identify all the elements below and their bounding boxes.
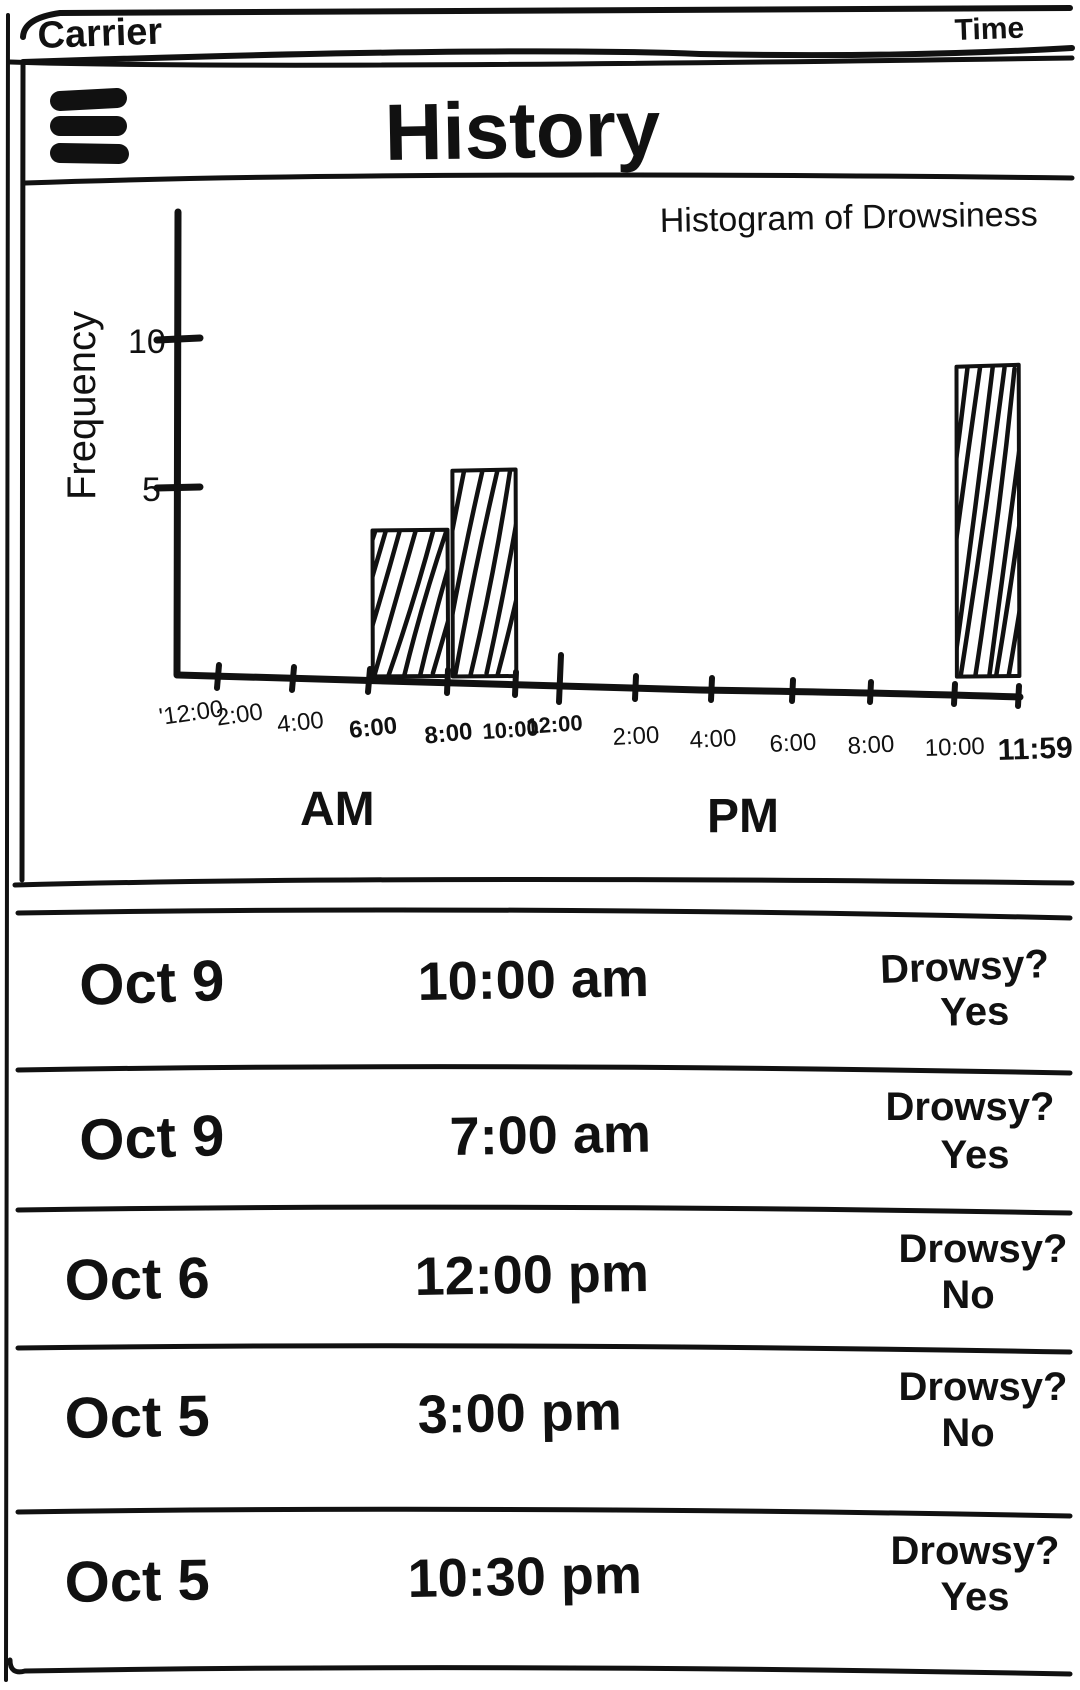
svg-text:Oct 9: Oct 9	[78, 948, 225, 1018]
svg-text:4:00: 4:00	[689, 725, 737, 754]
svg-text:3:00 pm: 3:00 pm	[417, 1381, 622, 1445]
svg-text:Oct 9: Oct 9	[78, 1103, 225, 1173]
svg-text:2:00: 2:00	[612, 722, 660, 751]
svg-text:10: 10	[128, 323, 166, 361]
svg-text:Histogram of Drowsiness: Histogram of Drowsiness	[659, 195, 1037, 240]
svg-text:History: History	[384, 83, 662, 177]
svg-text:8:00: 8:00	[423, 718, 474, 750]
svg-text:Yes: Yes	[941, 1575, 1010, 1619]
svg-text:5: 5	[142, 471, 161, 509]
svg-text:12:00 pm: 12:00 pm	[414, 1243, 649, 1307]
svg-text:6:00: 6:00	[769, 729, 817, 758]
svg-text:Oct 5: Oct 5	[64, 1383, 210, 1451]
svg-text:10:30 pm: 10:30 pm	[407, 1545, 642, 1609]
svg-text:12:00: 12:00	[525, 710, 583, 739]
svg-text:Drowsy?: Drowsy?	[891, 1529, 1060, 1573]
svg-text:8:00: 8:00	[847, 731, 895, 760]
svg-text:Oct 6: Oct 6	[64, 1245, 210, 1313]
svg-text:Drowsy?: Drowsy?	[899, 1227, 1068, 1271]
svg-text:Yes: Yes	[940, 989, 1010, 1034]
svg-text:7:00 am: 7:00 am	[449, 1103, 651, 1167]
svg-text:Drowsy?: Drowsy?	[879, 942, 1049, 992]
svg-text:10:00: 10:00	[924, 733, 985, 762]
svg-text:PM: PM	[707, 790, 779, 843]
svg-text:10:00 am: 10:00 am	[417, 948, 649, 1012]
svg-text:Frequency: Frequency	[60, 311, 104, 500]
svg-text:4:00: 4:00	[276, 707, 325, 739]
svg-text:Yes: Yes	[941, 1133, 1010, 1177]
svg-text:AM: AM	[300, 783, 375, 836]
svg-text:No: No	[941, 1411, 994, 1455]
svg-text:Carrier: Carrier	[37, 11, 163, 57]
svg-text:6:00: 6:00	[348, 712, 399, 744]
svg-text:Oct 5: Oct 5	[64, 1547, 210, 1615]
svg-text:11:59: 11:59	[997, 731, 1073, 767]
svg-text:Time: Time	[954, 12, 1025, 47]
svg-text:No: No	[941, 1273, 994, 1317]
svg-text:Drowsy?: Drowsy?	[899, 1365, 1068, 1409]
svg-text:Drowsy?: Drowsy?	[886, 1085, 1055, 1129]
